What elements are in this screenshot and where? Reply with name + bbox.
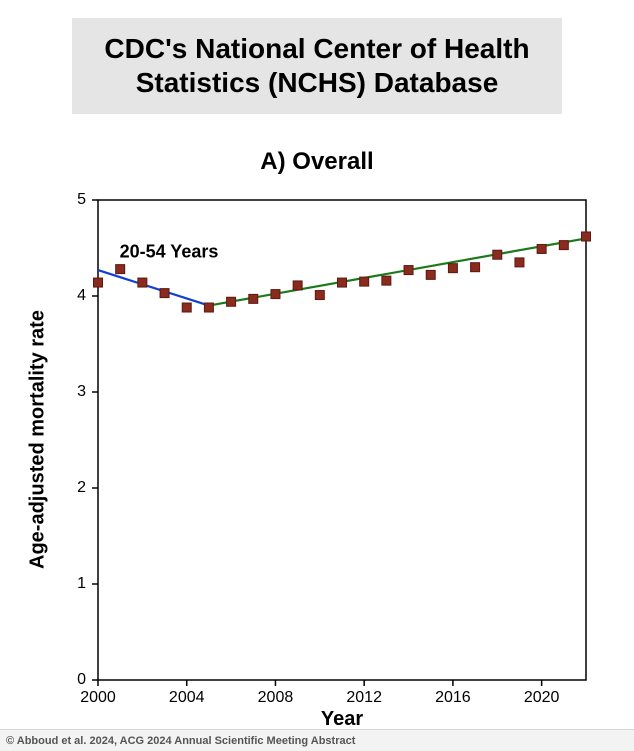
- x-axis-label: Year: [98, 708, 586, 731]
- y-tick-label: 2: [77, 479, 86, 496]
- x-tick-label: 2020: [524, 689, 560, 706]
- x-tick-label: 2000: [80, 689, 116, 706]
- data-point: [471, 263, 480, 272]
- series-annotation: 20-54 Years: [120, 242, 219, 262]
- data-point: [448, 264, 457, 273]
- y-axis-label: Age-adjusted mortality rate: [27, 300, 50, 580]
- y-tick-label: 3: [77, 383, 86, 400]
- data-point: [559, 241, 568, 250]
- x-tick-label: 2016: [435, 689, 471, 706]
- data-point: [160, 289, 169, 298]
- y-tick-label: 5: [77, 191, 86, 208]
- data-point: [204, 303, 213, 312]
- x-tick-label: 2004: [169, 689, 205, 706]
- data-point: [315, 291, 324, 300]
- data-point: [182, 303, 191, 312]
- data-point: [537, 244, 546, 253]
- data-point: [338, 278, 347, 287]
- data-point: [382, 276, 391, 285]
- data-point: [426, 270, 435, 279]
- data-point: [94, 278, 103, 287]
- data-point: [138, 278, 147, 287]
- data-point: [404, 266, 413, 275]
- data-point: [493, 250, 502, 259]
- x-tick-label: 2012: [346, 689, 382, 706]
- data-point: [293, 281, 302, 290]
- page-root: CDC's National Center of Health Statisti…: [0, 0, 634, 751]
- citation-text: © Abboud et al. 2024, ACG 2024 Annual Sc…: [6, 735, 355, 747]
- data-point: [271, 290, 280, 299]
- y-tick-label: 0: [77, 671, 86, 688]
- data-point: [116, 265, 125, 274]
- data-point: [249, 294, 258, 303]
- plot-area: [98, 200, 586, 680]
- data-point: [360, 277, 369, 286]
- chart-svg: 0 1 2 3 4 5 2000 2004 2008 2012 2016 2020 20-54 Year…: [0, 0, 634, 751]
- data-point: [582, 232, 591, 241]
- citation-bar: © Abboud et al. 2024, ACG 2024 Annual Sc…: [0, 729, 634, 751]
- y-tick-label: 1: [77, 575, 86, 592]
- data-point: [515, 258, 524, 267]
- data-point: [227, 297, 236, 306]
- y-tick-label: 4: [77, 287, 86, 304]
- x-tick-label: 2008: [258, 689, 294, 706]
